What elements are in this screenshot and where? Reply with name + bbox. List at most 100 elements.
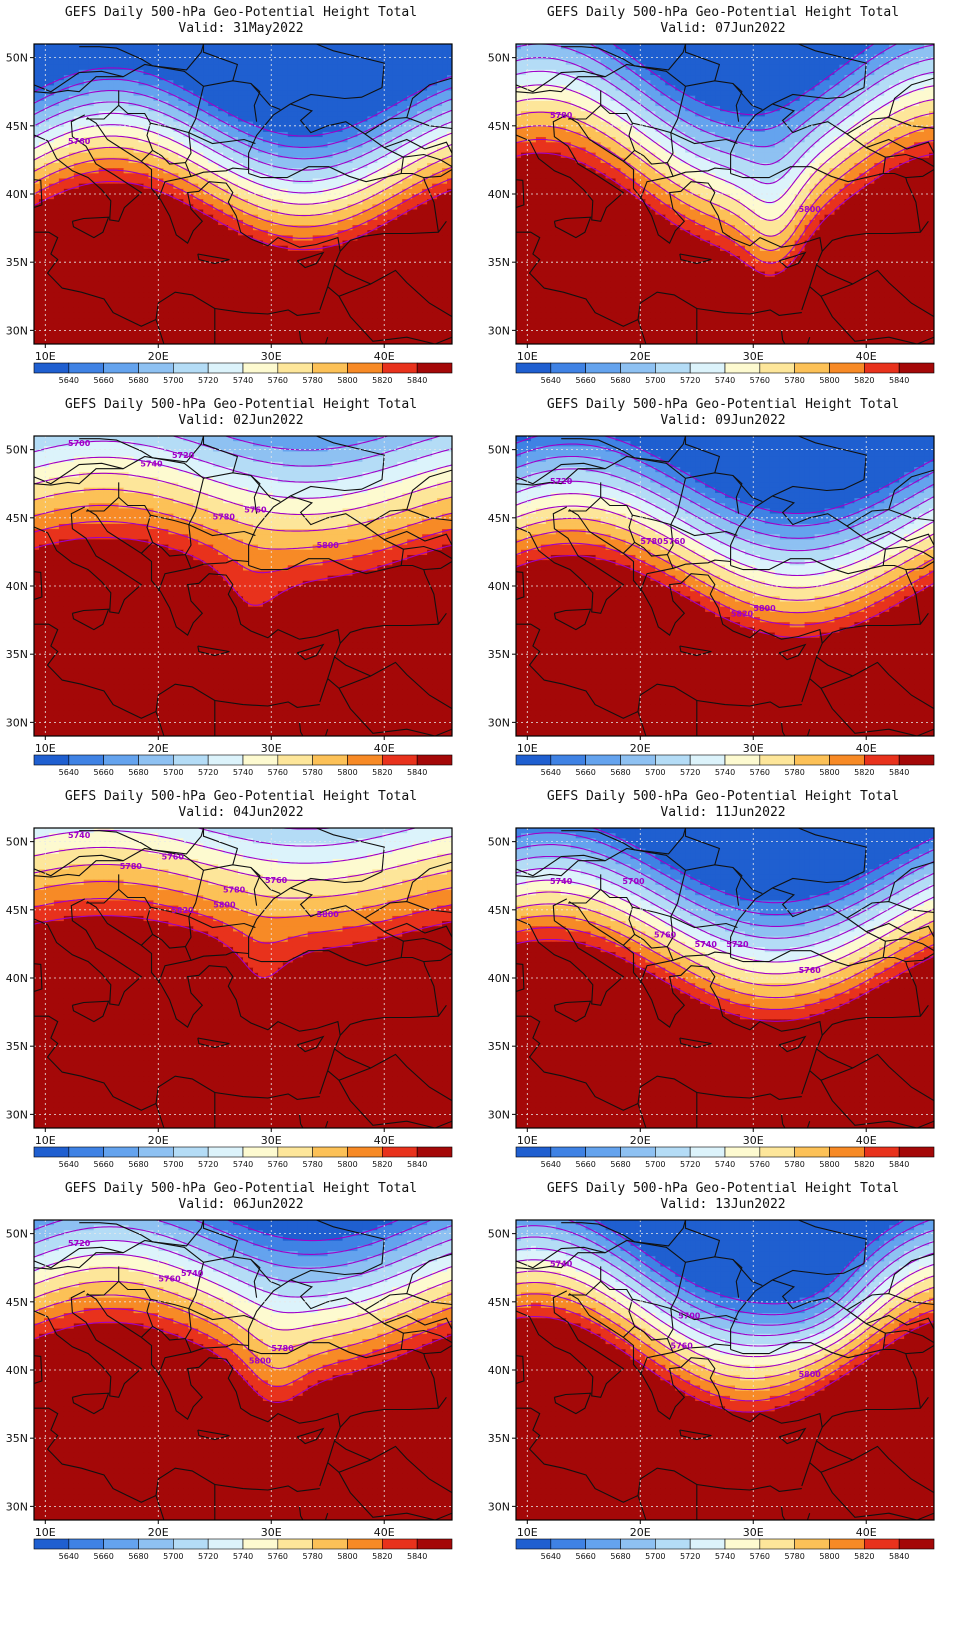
colorbar: 5640 5660 5680 5700 5720 5740 5760 5780 5800 5820…: [33, 1146, 453, 1169]
height-contours: [516, 436, 934, 638]
lon-tick-label: 10E: [517, 350, 538, 363]
contour-label: 5720: [550, 477, 573, 486]
geopotential-map: 5740 5760 5780 5800 5820 5760 5780 5800 50N 45N 40…: [6, 827, 453, 1169]
colorbar-label: 5680: [128, 768, 148, 777]
lon-tick-label: 40E: [856, 350, 877, 363]
contour-label: 5780: [640, 537, 663, 546]
colorbar-label: 5660: [575, 1160, 595, 1169]
lat-tick-label: 50N: [6, 444, 28, 457]
colorbar-label: 5740: [233, 376, 253, 385]
colorbar-label: 5780: [784, 1160, 804, 1169]
lat-tick-label: 50N: [6, 1228, 28, 1241]
lon-tick-label: 30E: [261, 742, 282, 755]
lat-tick-label: 40N: [488, 1364, 510, 1377]
colorbar-label: 5840: [889, 768, 909, 777]
contour-label: 5760: [162, 853, 185, 862]
lat-tick-label: 40N: [6, 188, 28, 201]
colorbar-label: 5820: [854, 1552, 874, 1561]
lat-tick-label: 30N: [488, 1500, 510, 1513]
colorbar: 5640 5660 5680 5700 5720 5740 5760 5780 5800 5820…: [515, 1538, 935, 1561]
colorbar-label: 5700: [163, 376, 183, 385]
colorbar-label: 5840: [889, 1552, 909, 1561]
map-panel-31May2022: GEFS Daily 500-hPa Geo-Potential Height …: [0, 0, 482, 410]
graticule: [34, 1220, 452, 1520]
panel-title: GEFS Daily 500-hPa Geo-Potential Height …: [482, 397, 964, 413]
panel-valid-date: Valid: 06Jun2022: [0, 1197, 482, 1213]
graticule: [34, 44, 452, 344]
colorbar: 5640 5660 5680 5700 5720 5740 5760 5780 5800 5820…: [515, 754, 935, 777]
lon-tick-label: 30E: [261, 350, 282, 363]
contour-label: 5760: [663, 537, 686, 546]
map-panel-06Jun2022: GEFS Daily 500-hPa Geo-Potential Height …: [0, 1176, 482, 1586]
contour-label: 5780: [550, 111, 573, 120]
contour-label: 5760: [799, 966, 822, 975]
lon-tick-label: 20E: [148, 1134, 169, 1147]
panel-valid-date: Valid: 09Jun2022: [482, 413, 964, 429]
lat-tick-label: 40N: [6, 972, 28, 985]
country-outlines: [516, 44, 934, 344]
colorbar-label: 5780: [302, 1552, 322, 1561]
height-contours: [516, 1220, 934, 1413]
colorbar-label: 5680: [610, 1552, 630, 1561]
lat-tick-label: 40N: [488, 972, 510, 985]
colorbar: 5640 5660 5680 5700 5720 5740 5760 5780 5800 5820…: [33, 362, 453, 385]
colorbar-label: 5700: [645, 376, 665, 385]
colorbar-label: 5660: [575, 768, 595, 777]
colorbar-label: 5760: [268, 1552, 288, 1561]
filled-height-field: [516, 436, 934, 736]
lon-tick-label: 10E: [35, 1526, 56, 1539]
lat-tick-label: 40N: [6, 1364, 28, 1377]
lon-tick-label: 40E: [856, 1526, 877, 1539]
colorbar-label: 5780: [784, 1552, 804, 1561]
panel-title: GEFS Daily 500-hPa Geo-Potential Height …: [0, 5, 482, 21]
lat-tick-label: 45N: [488, 1296, 510, 1309]
contour-label: 5800: [753, 604, 776, 613]
contour-label: 5720: [68, 1239, 91, 1248]
colorbar-label: 5700: [645, 768, 665, 777]
panel-title: GEFS Daily 500-hPa Geo-Potential Height …: [482, 1181, 964, 1197]
colorbar-label: 5680: [610, 768, 630, 777]
height-contours: [34, 436, 452, 606]
lon-tick-label: 20E: [630, 1526, 651, 1539]
lon-tick-label: 40E: [374, 1526, 395, 1539]
contour-label: 5780: [120, 862, 143, 871]
colorbar-label: 5800: [819, 1552, 839, 1561]
colorbar-label: 5740: [715, 376, 735, 385]
colorbar-label: 5840: [407, 1160, 427, 1169]
lat-tick-label: 30N: [488, 716, 510, 729]
contour-label: 5760: [671, 1341, 694, 1350]
lat-tick-label: 30N: [6, 1500, 28, 1513]
graticule: [516, 44, 934, 344]
contour-label: 5700: [622, 877, 645, 886]
filled-height-field: [516, 1220, 934, 1520]
panel-title: GEFS Daily 500-hPa Geo-Potential Height …: [0, 789, 482, 805]
lon-tick-label: 10E: [35, 1134, 56, 1147]
map-panel-09Jun2022: GEFS Daily 500-hPa Geo-Potential Height …: [482, 392, 964, 802]
colorbar-label: 5660: [93, 376, 113, 385]
colorbar-label: 5740: [233, 768, 253, 777]
lat-tick-label: 30N: [488, 1108, 510, 1121]
colorbar-label: 5660: [93, 1160, 113, 1169]
country-outlines: [34, 828, 452, 1128]
contour-label: 5780: [223, 885, 246, 894]
colorbar-label: 5780: [302, 376, 322, 385]
lat-tick-label: 50N: [488, 836, 510, 849]
contour-label: 5740: [550, 877, 573, 886]
country-outlines: [516, 828, 934, 1128]
graticule: [34, 828, 452, 1128]
contour-label: 5740: [695, 940, 718, 949]
lat-tick-label: 35N: [6, 648, 28, 661]
map-panel-02Jun2022: GEFS Daily 500-hPa Geo-Potential Height …: [0, 392, 482, 802]
lon-tick-label: 20E: [148, 350, 169, 363]
panel-valid-date: Valid: 31May2022: [0, 21, 482, 37]
colorbar-label: 5800: [819, 768, 839, 777]
lat-tick-label: 45N: [488, 512, 510, 525]
lon-tick-label: 40E: [856, 1134, 877, 1147]
lat-tick-label: 45N: [6, 120, 28, 133]
panel-title: GEFS Daily 500-hPa Geo-Potential Height …: [0, 397, 482, 413]
colorbar-label: 5820: [854, 1160, 874, 1169]
colorbar-label: 5720: [680, 1552, 700, 1561]
